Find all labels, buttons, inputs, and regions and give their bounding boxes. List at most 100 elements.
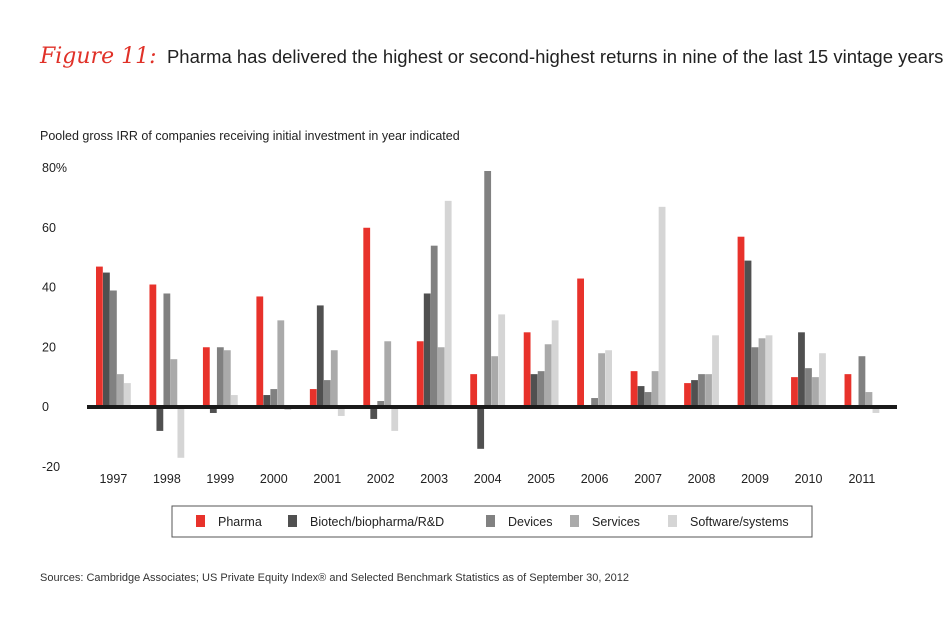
bar-biotech-biopharma-r-d-1999 bbox=[209, 407, 217, 413]
zero-axis-line bbox=[87, 405, 897, 409]
x-tick-label: 1999 bbox=[206, 472, 234, 486]
x-tick-label: 1998 bbox=[153, 472, 181, 486]
x-tick-label: 2008 bbox=[688, 472, 716, 486]
bar-devices-1999 bbox=[216, 347, 224, 407]
bar-devices-2003 bbox=[430, 245, 438, 407]
bar-pharma-1999 bbox=[202, 347, 210, 407]
bar-devices-1997 bbox=[110, 290, 117, 407]
figure-label: Figure 11: bbox=[40, 44, 157, 69]
bar-pharma-2008 bbox=[684, 383, 691, 407]
legend-swatch bbox=[570, 515, 579, 527]
bar-devices-2008 bbox=[698, 374, 705, 407]
bar-services-2007 bbox=[651, 371, 659, 407]
bar-services-2003 bbox=[437, 347, 445, 407]
bar-software-systems-2007 bbox=[658, 206, 666, 407]
y-tick-label: 20 bbox=[42, 340, 56, 354]
bar-software-systems-2003 bbox=[444, 200, 452, 407]
x-tick-label: 2002 bbox=[367, 472, 395, 486]
bar-biotech-biopharma-r-d-2008 bbox=[691, 380, 698, 407]
x-tick-label: 2003 bbox=[420, 472, 448, 486]
bar-services-2006 bbox=[598, 353, 605, 407]
x-tick-label: 2000 bbox=[260, 472, 288, 486]
legend-label: Software/systems bbox=[690, 515, 789, 529]
bar-software-systems-1999 bbox=[230, 395, 238, 407]
bar-devices-2002 bbox=[377, 401, 385, 407]
bar-devices-2010 bbox=[805, 368, 812, 407]
bar-biotech-biopharma-r-d-2005 bbox=[530, 374, 538, 407]
bar-devices-1998 bbox=[163, 293, 171, 407]
x-tick-label: 2009 bbox=[741, 472, 769, 486]
bar-pharma-2009 bbox=[737, 236, 745, 407]
bar-software-systems-2001 bbox=[337, 407, 345, 416]
source-note: Sources: Cambridge Associates; US Privat… bbox=[40, 572, 629, 584]
bar-pharma-2010 bbox=[791, 377, 798, 408]
bar-biotech-biopharma-r-d-1997 bbox=[103, 272, 110, 407]
legend-swatch bbox=[668, 515, 677, 527]
legend-label: Devices bbox=[508, 515, 552, 529]
x-tick-label: 2004 bbox=[474, 472, 502, 486]
bar-devices-2009 bbox=[751, 347, 759, 407]
bar-services-2010 bbox=[812, 377, 819, 408]
bar-pharma-1997 bbox=[96, 266, 103, 407]
bar-software-systems-2002 bbox=[391, 407, 399, 431]
x-tick-label: 2001 bbox=[313, 472, 341, 486]
bar-software-systems-2010 bbox=[819, 353, 826, 407]
title-text: Pharma has delivered the highest or seco… bbox=[166, 46, 944, 67]
chart-subtitle: Pooled gross IRR of companies receiving … bbox=[40, 129, 460, 143]
bar-pharma-2006 bbox=[577, 278, 584, 407]
bar-pharma-2011 bbox=[844, 374, 852, 407]
bar-services-2002 bbox=[384, 341, 392, 407]
x-tick-label: 2005 bbox=[527, 472, 555, 486]
bar-services-2000 bbox=[277, 320, 285, 407]
bars-group bbox=[96, 170, 880, 458]
bar-pharma-2003 bbox=[416, 341, 424, 407]
bar-software-systems-2011 bbox=[872, 407, 880, 413]
bar-software-systems-2005 bbox=[551, 320, 559, 407]
bar-devices-2001 bbox=[323, 380, 331, 407]
x-tick-label: 2007 bbox=[634, 472, 662, 486]
bar-services-2005 bbox=[544, 344, 552, 407]
y-tick-label: 60 bbox=[42, 221, 56, 235]
legend-label: Pharma bbox=[218, 515, 262, 529]
bar-biotech-biopharma-r-d-2010 bbox=[798, 332, 805, 407]
bar-biotech-biopharma-r-d-2001 bbox=[316, 305, 324, 407]
bar-biotech-biopharma-r-d-2000 bbox=[263, 395, 271, 407]
bar-devices-2006 bbox=[591, 398, 598, 407]
bar-software-systems-2006 bbox=[605, 350, 612, 407]
bar-pharma-2001 bbox=[309, 389, 317, 407]
bar-services-2004 bbox=[491, 356, 499, 407]
bar-services-2001 bbox=[330, 350, 338, 407]
bar-devices-2004 bbox=[484, 170, 492, 407]
bar-biotech-biopharma-r-d-2007 bbox=[637, 386, 645, 407]
bar-pharma-2000 bbox=[256, 296, 264, 407]
y-tick-label: -20 bbox=[42, 460, 60, 474]
legend-swatch bbox=[196, 515, 205, 527]
bar-biotech-biopharma-r-d-2003 bbox=[423, 293, 431, 407]
y-tick-label: 40 bbox=[42, 281, 56, 295]
bar-pharma-2002 bbox=[363, 227, 371, 407]
bar-pharma-2007 bbox=[630, 371, 638, 407]
bar-software-systems-1998 bbox=[177, 407, 185, 458]
bar-software-systems-2004 bbox=[498, 314, 506, 407]
bar-biotech-biopharma-r-d-2002 bbox=[370, 407, 378, 419]
bar-pharma-2005 bbox=[523, 332, 531, 407]
legend-label: Services bbox=[592, 515, 640, 529]
y-tick-label: 80% bbox=[42, 161, 67, 175]
legend: Pharma Biotech/biopharma/R&D Devices Servic… bbox=[196, 515, 789, 529]
bar-devices-2005 bbox=[537, 371, 545, 407]
y-axis-ticks: -20 0 20 40 60 80% bbox=[42, 161, 67, 474]
legend-label: Biotech/biopharma/R&D bbox=[310, 515, 444, 529]
bar-software-systems-2009 bbox=[765, 335, 773, 407]
bar-services-1998 bbox=[170, 359, 178, 407]
legend-swatch bbox=[486, 515, 495, 527]
bar-pharma-1998 bbox=[149, 284, 157, 407]
x-tick-label: 1997 bbox=[99, 472, 127, 486]
bar-services-2008 bbox=[705, 374, 712, 407]
x-axis-ticks: 1997 1998 1999 2000 2001 2002 2003 2004 2005 2006… bbox=[99, 472, 875, 486]
x-tick-label: 2011 bbox=[848, 472, 875, 486]
y-tick-label: 0 bbox=[42, 400, 49, 414]
bar-pharma-2004 bbox=[470, 374, 478, 407]
bar-services-1999 bbox=[223, 350, 231, 407]
bar-devices-2000 bbox=[270, 389, 278, 407]
